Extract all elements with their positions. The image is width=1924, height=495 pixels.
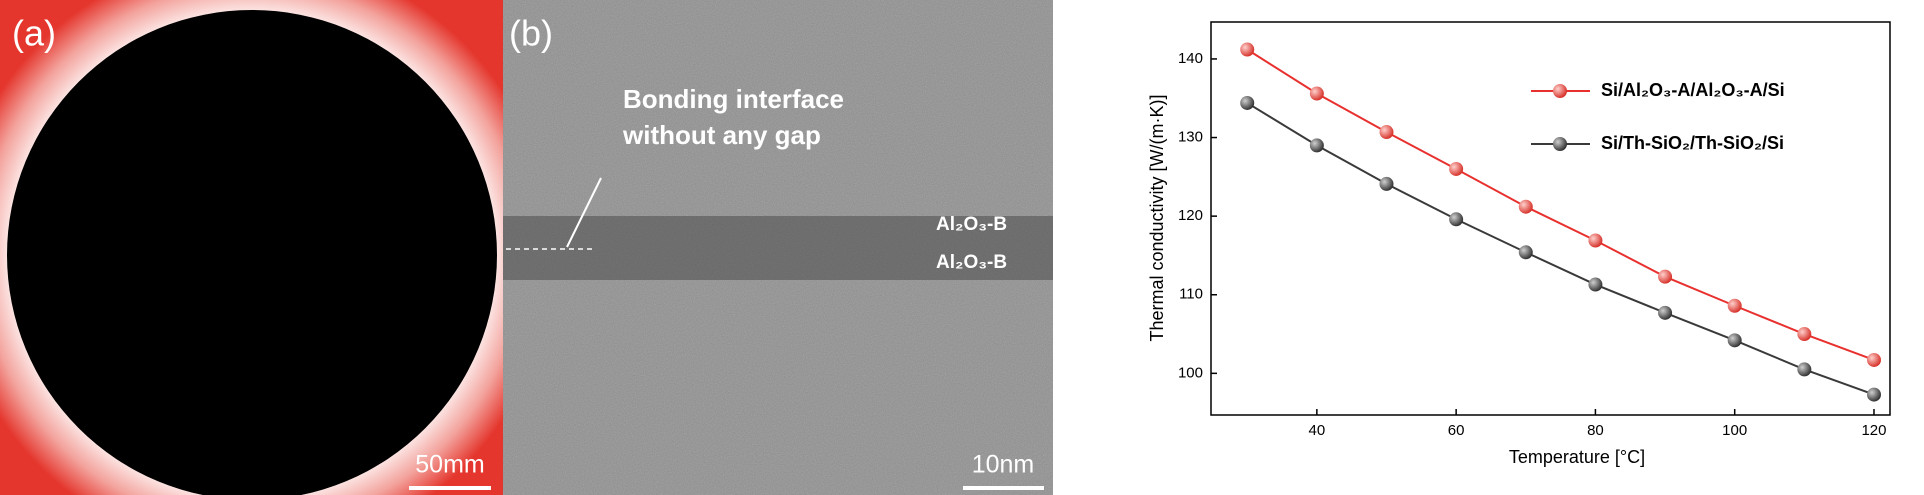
point xyxy=(1866,352,1881,367)
point xyxy=(1588,277,1603,292)
y-tick-label: 130 xyxy=(1178,129,1203,146)
legend-marker xyxy=(1553,84,1567,98)
panel-label: (a) xyxy=(12,13,56,54)
scale-label: 10nm xyxy=(972,451,1035,479)
annotation: Bonding interface xyxy=(623,84,844,114)
point xyxy=(1658,269,1673,284)
scale-label: 50mm xyxy=(415,451,484,479)
x-tick-label: 100 xyxy=(1722,422,1747,439)
annotation: without any gap xyxy=(622,120,821,150)
panel-label: (b) xyxy=(509,13,553,54)
point xyxy=(1309,86,1324,101)
point xyxy=(1727,333,1742,348)
point xyxy=(1240,42,1255,57)
point xyxy=(1379,176,1394,191)
x-tick-label: 60 xyxy=(1448,422,1465,439)
scale-bar xyxy=(409,486,491,490)
point xyxy=(1309,138,1324,153)
point xyxy=(1866,387,1881,402)
chart: Temperature [°C] Thermal conductivity [W… xyxy=(1147,21,1891,467)
bond-layer xyxy=(503,216,1053,280)
x-axis-label: Temperature [°C] xyxy=(1509,447,1645,467)
point xyxy=(1518,199,1533,214)
legend-label: Si/Al₂O₃-A/Al₂O₃-A/Si xyxy=(1601,80,1785,100)
layer-label: Al₂O₃-B xyxy=(936,214,1007,235)
x-tick-label: 80 xyxy=(1587,422,1604,439)
y-axis-label: Thermal conductivity [W/(m·K)] xyxy=(1147,94,1167,341)
wafer xyxy=(7,10,497,495)
point xyxy=(1588,233,1603,248)
plot-frame xyxy=(1210,21,1891,416)
point xyxy=(1658,305,1673,320)
point xyxy=(1797,362,1812,377)
legend-marker xyxy=(1553,137,1567,151)
y-tick-label: 100 xyxy=(1178,364,1203,381)
legend-label: Si/Th-SiO₂/Th-SiO₂/Si xyxy=(1601,133,1784,153)
scale-bar xyxy=(963,486,1044,490)
point xyxy=(1727,298,1742,313)
y-tick-label: 110 xyxy=(1179,286,1203,303)
pointer xyxy=(566,177,602,248)
point xyxy=(1449,212,1464,227)
series-line xyxy=(1246,102,1875,396)
point xyxy=(1379,125,1394,140)
point xyxy=(1240,95,1255,110)
y-tick-label: 120 xyxy=(1178,207,1203,224)
layer-label: Al₂O₃-B xyxy=(936,252,1007,273)
tem-noise xyxy=(503,0,1053,495)
series-line xyxy=(1246,48,1875,361)
y-tick-label: 140 xyxy=(1178,50,1203,67)
x-tick-label: 40 xyxy=(1309,422,1326,439)
panel-a: (a) 50mm xyxy=(0,0,503,495)
x-tick-label: 120 xyxy=(1861,422,1886,439)
panel-b: (b) Bonding interface without any gap Al… xyxy=(503,0,1053,495)
point xyxy=(1449,161,1464,176)
point xyxy=(1518,245,1533,260)
point xyxy=(1797,327,1812,342)
